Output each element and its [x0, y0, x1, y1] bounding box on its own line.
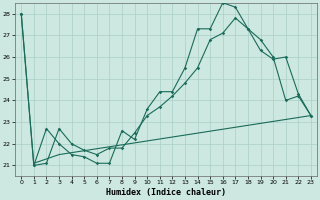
X-axis label: Humidex (Indice chaleur): Humidex (Indice chaleur): [106, 188, 226, 197]
